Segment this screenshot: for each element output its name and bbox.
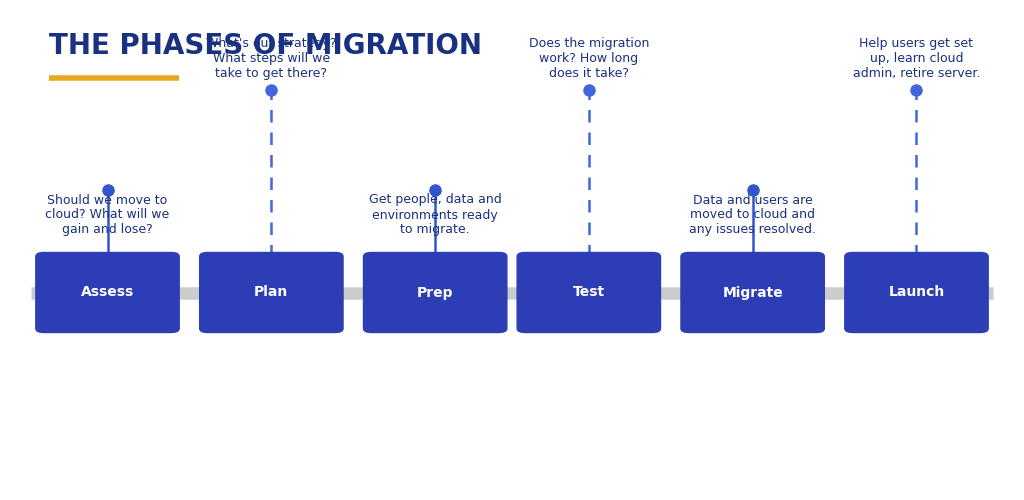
FancyBboxPatch shape: [364, 252, 507, 332]
FancyBboxPatch shape: [681, 252, 824, 332]
Text: Data and users are
moved to cloud and
any issues resolved.: Data and users are moved to cloud and an…: [689, 194, 816, 236]
Text: Prep: Prep: [417, 286, 454, 300]
FancyBboxPatch shape: [36, 252, 179, 332]
Text: Does the migration
work? How long
does it take?: Does the migration work? How long does i…: [528, 37, 649, 80]
Text: Help users get set
up, learn cloud
admin, retire server.: Help users get set up, learn cloud admin…: [853, 37, 980, 80]
Text: Should we move to
cloud? What will we
gain and lose?: Should we move to cloud? What will we ga…: [45, 194, 170, 236]
Text: Migrate: Migrate: [722, 286, 783, 300]
Text: THE PHASES OF MIGRATION: THE PHASES OF MIGRATION: [49, 32, 482, 60]
Text: Test: Test: [572, 286, 605, 300]
FancyBboxPatch shape: [845, 252, 988, 332]
FancyBboxPatch shape: [517, 252, 660, 332]
Text: Plan: Plan: [254, 286, 289, 300]
Text: Assess: Assess: [81, 286, 134, 300]
FancyBboxPatch shape: [200, 252, 343, 332]
Text: Launch: Launch: [889, 286, 944, 300]
Text: Get people, data and
environments ready
to migrate.: Get people, data and environments ready …: [369, 194, 502, 236]
Text: What's our strategy?
What steps will we
take to get there?: What's our strategy? What steps will we …: [206, 37, 337, 80]
